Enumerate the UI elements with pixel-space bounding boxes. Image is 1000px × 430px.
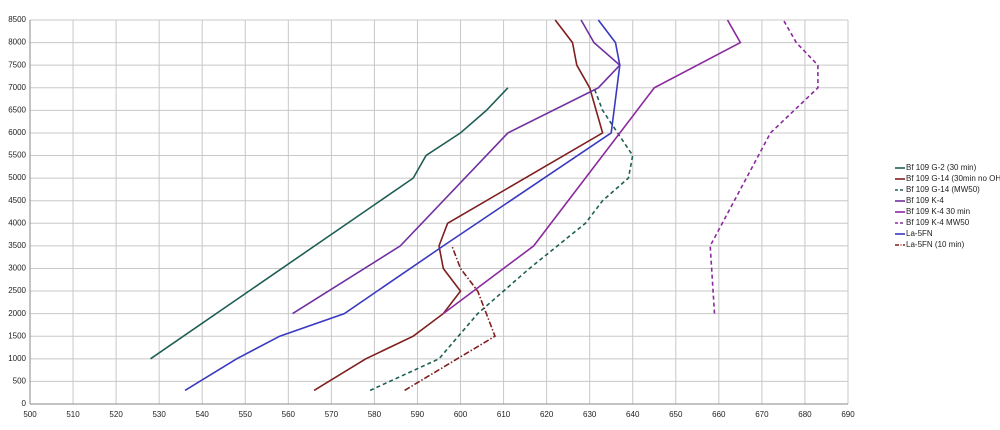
- y-tick-label: 5000: [8, 173, 26, 182]
- y-tick-label: 2000: [8, 309, 26, 318]
- series-line: [404, 245, 496, 392]
- y-tick-label: 8000: [8, 38, 26, 47]
- x-tick-label: 610: [497, 410, 511, 419]
- x-tick-label: 580: [368, 410, 382, 419]
- y-tick-label: 500: [13, 377, 27, 386]
- series-line: [292, 19, 621, 315]
- y-tick-label: 2500: [8, 286, 26, 295]
- x-tick-label: 640: [626, 410, 640, 419]
- y-tick-label: 6000: [8, 128, 26, 137]
- y-tick-label: 1000: [8, 354, 26, 363]
- y-tick-label: 0: [22, 399, 27, 408]
- legend-label: Bf 109 G-2 (30 min): [906, 163, 977, 172]
- series-line: [184, 19, 621, 392]
- y-tick-label: 7000: [8, 83, 26, 92]
- x-tick-label: 500: [23, 410, 37, 419]
- x-tick-label: 680: [798, 410, 812, 419]
- series-line: [442, 19, 742, 315]
- y-tick-label: 6500: [8, 105, 26, 114]
- y-tick-label: 7500: [8, 60, 26, 69]
- x-tick-label: 590: [411, 410, 425, 419]
- legend-label: Bf 109 G-14 (MW50): [906, 185, 980, 194]
- y-tick-label: 4500: [8, 196, 26, 205]
- x-tick-label: 520: [109, 410, 123, 419]
- series-line: [369, 87, 634, 392]
- legend-label: La-5FN: [906, 229, 933, 238]
- y-tick-label: 1500: [8, 331, 26, 340]
- x-tick-label: 630: [583, 410, 597, 419]
- x-tick-label: 670: [755, 410, 769, 419]
- x-tick-label: 620: [540, 410, 554, 419]
- legend-label: Bf 109 K-4: [906, 196, 944, 205]
- y-tick-label: 8500: [8, 15, 26, 24]
- y-tick-label: 3000: [8, 264, 26, 273]
- x-tick-label: 560: [282, 410, 296, 419]
- legend-label: Bf 109 K-4 MW50: [906, 218, 970, 227]
- y-tick-label: 4000: [8, 218, 26, 227]
- legend-label: La-5FN (10 min): [906, 240, 965, 249]
- legend-label: Bf 109 G-14 (30min no OH): [906, 174, 1000, 183]
- x-tick-label: 550: [239, 410, 253, 419]
- y-tick-label: 5500: [8, 151, 26, 160]
- x-tick-label: 600: [454, 410, 468, 419]
- series-line: [313, 19, 604, 392]
- series-line: [709, 19, 819, 314]
- x-tick-label: 540: [196, 410, 210, 419]
- legend-label: Bf 109 K-4 30 min: [906, 207, 970, 216]
- series-line: [150, 87, 509, 360]
- x-tick-label: 690: [841, 410, 855, 419]
- x-tick-label: 570: [325, 410, 339, 419]
- y-tick-label: 3500: [8, 241, 26, 250]
- x-tick-label: 650: [669, 410, 683, 419]
- x-tick-label: 510: [66, 410, 80, 419]
- x-tick-label: 660: [712, 410, 726, 419]
- x-tick-label: 530: [152, 410, 166, 419]
